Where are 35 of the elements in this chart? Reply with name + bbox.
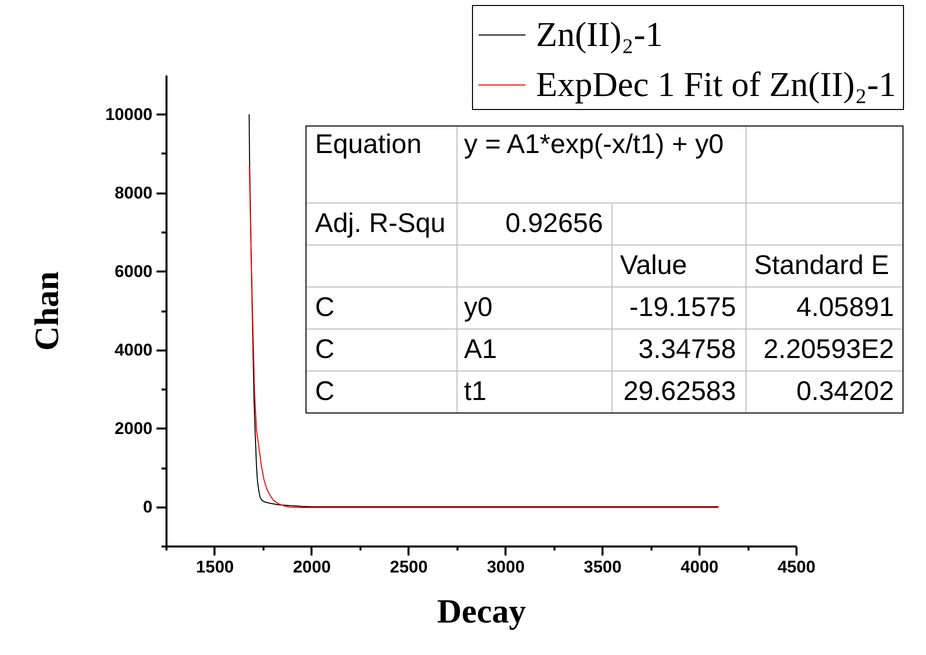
annotation: C [315, 376, 334, 406]
annotation: C [315, 292, 334, 322]
annotation: 3.34758 [638, 334, 736, 364]
x-tick-label: 1500 [196, 558, 234, 576]
annotation: y = A1*exp(-x/t1) + y0 [464, 129, 724, 159]
annotation: 0.34202 [796, 376, 894, 406]
annotation: 29.62583 [623, 376, 736, 406]
x-tick-label: 4000 [680, 558, 718, 576]
annotation: 0.92656 [505, 208, 603, 238]
y-tick-label: 0 [143, 497, 152, 516]
x-axis-title: Decay [437, 594, 526, 630]
x-tick-label: 2500 [390, 558, 428, 576]
x-tick-label: 3000 [486, 558, 525, 576]
annotation: C [315, 334, 334, 364]
y-tick-label: 6000 [114, 262, 152, 281]
x-tick-label: 4500 [778, 558, 816, 576]
y-tick-label: 10000 [105, 104, 152, 124]
legend-label: ExpDec 1 Fit of Zn(II)₂-1 [536, 65, 896, 104]
annotation: Adj. R-Squ [315, 208, 446, 238]
y-tick-label: 8000 [114, 183, 152, 202]
annotation: 4.05891 [796, 292, 894, 322]
annotation: Equation [315, 129, 422, 159]
annotation: Value [620, 250, 688, 280]
annotation: t1 [464, 376, 487, 406]
x-tick-label: 2000 [292, 558, 331, 576]
annotation: Standard E [754, 250, 890, 280]
annotation: y0 [464, 292, 493, 322]
annotation: A1 [464, 334, 498, 364]
annotation: 2.20593E2 [763, 334, 894, 364]
x-tick-label: 3500 [584, 558, 622, 576]
annotation: -19.1575 [629, 292, 736, 322]
y-axis-title: Chan [29, 271, 66, 351]
y-tick-label: 2000 [114, 418, 152, 438]
legend-label: Zn(II)₂-1 [536, 15, 663, 54]
y-tick-label: 4000 [114, 340, 152, 360]
